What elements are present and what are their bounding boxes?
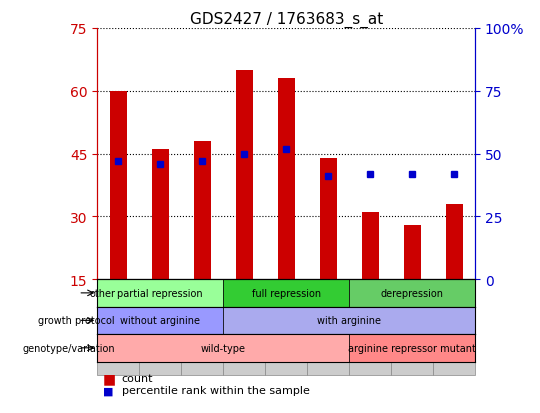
Text: full repression: full repression [252,288,321,298]
Text: genotype/variation: genotype/variation [22,343,115,353]
Text: percentile rank within the sample: percentile rank within the sample [122,385,309,395]
Bar [152,150,168,280]
Text: growth protocol: growth protocol [38,316,115,325]
Bar [307,280,349,375]
Text: with arginine: with arginine [317,316,381,325]
Bar [194,142,211,280]
Bar [433,280,475,375]
Bar [97,280,139,375]
Text: count: count [122,373,153,383]
FancyBboxPatch shape [349,280,475,307]
Bar [320,158,336,280]
Text: partial repression: partial repression [117,288,203,298]
Bar [139,280,181,375]
FancyBboxPatch shape [223,280,349,307]
Bar [265,280,307,375]
FancyBboxPatch shape [349,334,475,362]
Bar [362,213,379,280]
Text: without arginine: without arginine [120,316,200,325]
Bar [236,71,253,280]
Bar [278,79,295,280]
Text: arginine repressor mutant: arginine repressor mutant [348,343,476,353]
Bar [391,280,433,375]
Bar [446,204,463,280]
FancyBboxPatch shape [97,307,223,334]
Text: other: other [89,288,115,298]
Bar [404,225,421,280]
Bar [110,92,126,280]
Bar [349,280,391,375]
Title: GDS2427 / 1763683_s_at: GDS2427 / 1763683_s_at [190,12,383,28]
Bar [181,280,223,375]
Text: ■: ■ [103,385,113,395]
Bar [223,280,265,375]
Text: wild-type: wild-type [201,343,246,353]
FancyBboxPatch shape [97,280,223,307]
Text: derepression: derepression [381,288,444,298]
Text: ■: ■ [103,371,116,385]
FancyBboxPatch shape [223,307,475,334]
FancyBboxPatch shape [97,334,349,362]
